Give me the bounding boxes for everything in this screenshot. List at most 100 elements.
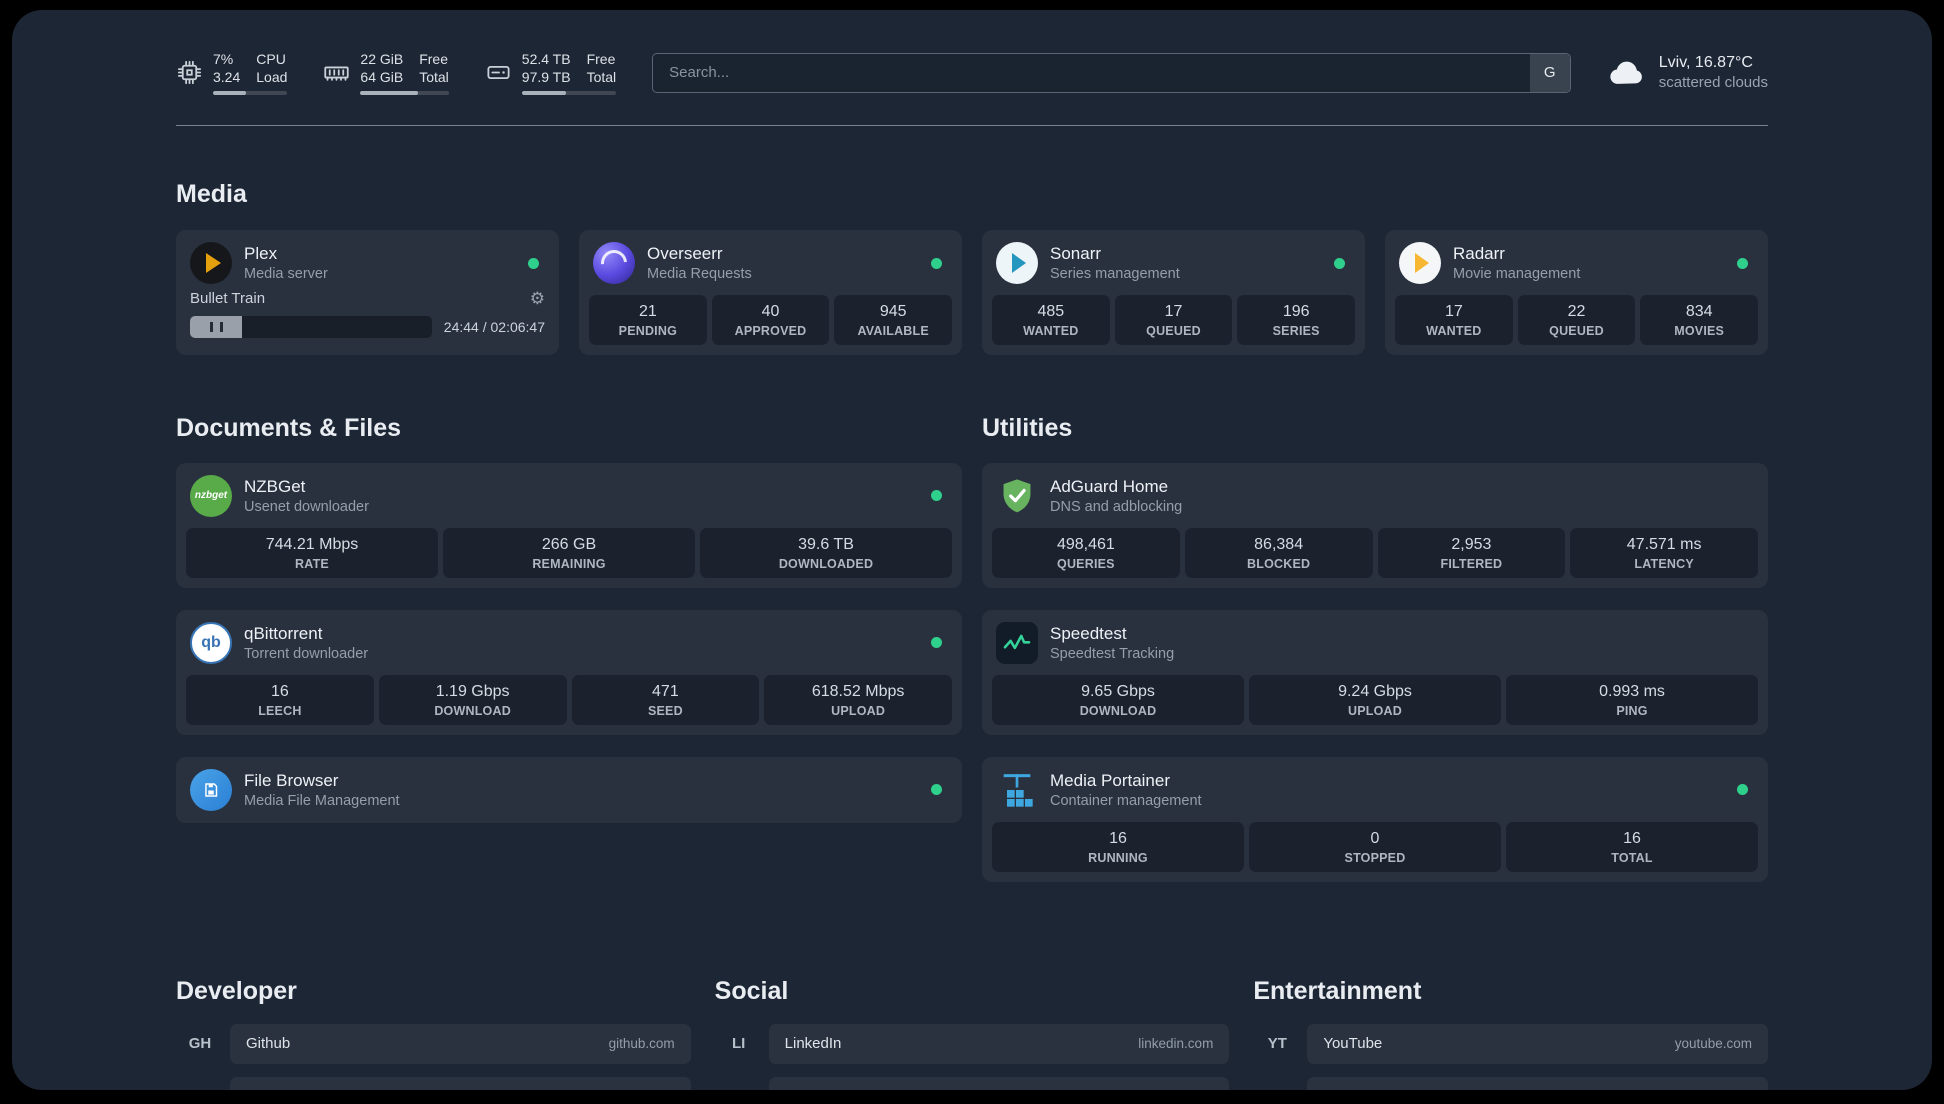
bookmark-abbr: NF bbox=[1253, 1088, 1301, 1090]
stat-value: 16 bbox=[1109, 829, 1127, 847]
gear-icon[interactable]: ⚙ bbox=[529, 289, 545, 309]
cloud-icon bbox=[1607, 53, 1647, 93]
stat-value: 17 bbox=[1444, 303, 1463, 321]
utilities-column: Utilities AdGuard Home DNS and adblockin… bbox=[982, 393, 1768, 904]
stat-rate: 744.21 Mbps RATE bbox=[186, 527, 438, 578]
sonarr-icon bbox=[996, 242, 1038, 285]
memory-total-label: Total bbox=[419, 69, 449, 86]
status-online-dot bbox=[528, 257, 539, 269]
search-provider-button[interactable]: G bbox=[1529, 53, 1570, 92]
section-title-documents: Documents & Files bbox=[176, 413, 402, 442]
service-card-adguard[interactable]: AdGuard Home DNS and adblocking 498,461 … bbox=[982, 462, 1768, 588]
qbittorrent-icon: qb bbox=[190, 621, 232, 664]
stat-value: 16 bbox=[270, 682, 289, 700]
cpu-load-label: Load bbox=[256, 69, 288, 86]
stat-label: MOVIES bbox=[1674, 324, 1725, 339]
stats-row: 498,461 QUERIES 86,384 BLOCKED 2,953 FIL… bbox=[992, 527, 1758, 578]
search-input[interactable] bbox=[652, 52, 1571, 93]
service-card-plex[interactable]: Plex Media server Bullet Train ⚙ 24:44 bbox=[176, 230, 559, 356]
service-card-speedtest[interactable]: Speedtest Speedtest Tracking 9.65 Gbps D… bbox=[982, 609, 1768, 735]
stat-value: 744.21 Mbps bbox=[265, 535, 359, 553]
stats-row: 16 LEECH 1.19 Gbps DOWNLOAD 471 SEED 618… bbox=[186, 674, 952, 725]
stat-value: 266 GB bbox=[541, 535, 597, 553]
stat-value: 945 bbox=[879, 303, 907, 321]
bookmark-abbr: GH bbox=[188, 1035, 212, 1053]
stat-queued: 22 QUEUED bbox=[1517, 295, 1636, 346]
bookmarks-social: Social LI LinkedIn linkedin.com TW Twitt… bbox=[715, 956, 1230, 1090]
stat-value: 0.993 ms bbox=[1599, 682, 1665, 700]
stat-label: UPLOAD bbox=[831, 703, 886, 718]
stat-blocked: 86,384 BLOCKED bbox=[1184, 527, 1373, 578]
service-subtitle: Media server bbox=[244, 266, 328, 283]
service-card-nzbget[interactable]: nzbget NZBGet Usenet downloader 744.21 M… bbox=[176, 462, 962, 588]
bookmark-name: StackOverflow bbox=[246, 1088, 343, 1090]
pause-button[interactable] bbox=[190, 316, 242, 339]
bookmarks-area: Developer GH Github github.com SO StackO… bbox=[176, 956, 1768, 1090]
bookmark-youtube[interactable]: YT YouTube youtube.com bbox=[1253, 1023, 1768, 1064]
status-online-dot bbox=[1737, 257, 1748, 269]
service-name: File Browser bbox=[244, 770, 339, 790]
stat-download: 1.19 Gbps DOWNLOAD bbox=[378, 674, 567, 725]
memory-usage-bar bbox=[360, 91, 449, 96]
bookmark-abbr: SO bbox=[176, 1088, 224, 1090]
playback-progress-bar[interactable] bbox=[190, 316, 432, 339]
service-subtitle: Movie management bbox=[1453, 266, 1581, 283]
stat-value: 9.65 Gbps bbox=[1081, 682, 1155, 700]
service-card-radarr[interactable]: Radarr Movie management 17 WANTED 22 QUE… bbox=[1385, 230, 1768, 356]
disk-total-value: 97.9 TB bbox=[521, 69, 571, 86]
search-bar: G bbox=[652, 52, 1571, 93]
stat-label: STOPPED bbox=[1344, 850, 1406, 865]
bookmark-stackoverflow[interactable]: SO StackOverflow stackoverflow.com bbox=[176, 1076, 691, 1090]
service-name: AdGuard Home bbox=[1050, 476, 1169, 496]
stat-value: 618.52 Mbps bbox=[811, 682, 905, 700]
adguard-icon bbox=[996, 475, 1038, 517]
stat-label: DOWNLOADED bbox=[778, 556, 874, 571]
bookmark-netflix[interactable]: NF Netflix netflix.com bbox=[1253, 1076, 1768, 1090]
status-online-dot bbox=[931, 784, 942, 796]
bookmark-name: Github bbox=[246, 1035, 291, 1053]
service-card-overseerr[interactable]: Overseerr Media Requests 21 PENDING 40 A… bbox=[579, 230, 962, 356]
resource-widgets: 7% 3.24 CPU Load bbox=[176, 50, 617, 96]
disk-free-value: 52.4 TB bbox=[521, 51, 571, 67]
service-name: qBittorrent bbox=[244, 623, 323, 643]
stat-label: QUERIES bbox=[1057, 556, 1115, 571]
stat-queued: 17 QUEUED bbox=[1114, 295, 1233, 346]
bookmark-github[interactable]: GH Github github.com bbox=[176, 1023, 691, 1064]
status-online-dot bbox=[1737, 784, 1748, 796]
cpu-usage-bar bbox=[213, 91, 288, 96]
stat-label: APPROVED bbox=[734, 324, 807, 339]
filebrowser-icon bbox=[190, 768, 232, 811]
service-name: Plex bbox=[244, 243, 278, 263]
weather-widget[interactable]: Lviv, 16.87°C scattered clouds bbox=[1607, 53, 1768, 93]
bookmarks-entertainment: Entertainment YT YouTube youtube.com NF … bbox=[1253, 956, 1768, 1090]
stats-row: 16 RUNNING 0 STOPPED 16 TOTAL bbox=[992, 821, 1758, 872]
disk-total-label: Total bbox=[586, 69, 617, 86]
stat-value: 39.6 TB bbox=[798, 535, 854, 553]
section-title-entertainment: Entertainment bbox=[1253, 976, 1422, 1005]
status-online-dot bbox=[1334, 257, 1345, 269]
stat-movies: 834 MOVIES bbox=[1640, 295, 1759, 346]
stat-seed: 471 SEED bbox=[571, 674, 760, 725]
bookmark-twitter[interactable]: TW Twitter twitter.com bbox=[715, 1076, 1230, 1090]
bookmark-abbr: YT bbox=[1267, 1035, 1287, 1053]
stat-label: SEED bbox=[647, 703, 683, 718]
stat-value: 22 bbox=[1567, 303, 1586, 321]
stat-label: AVAILABLE bbox=[857, 324, 929, 339]
service-card-sonarr[interactable]: Sonarr Series management 485 WANTED 17 Q… bbox=[982, 230, 1365, 356]
bookmark-linkedin[interactable]: LI LinkedIn linkedin.com bbox=[715, 1023, 1230, 1064]
stat-value: 0 bbox=[1370, 829, 1380, 847]
service-card-qbittorrent[interactable]: qb qBittorrent Torrent downloader 16 LEE… bbox=[176, 609, 962, 735]
stat-value: 40 bbox=[761, 303, 780, 321]
service-card-portainer[interactable]: Media Portainer Container management 16 … bbox=[982, 756, 1768, 882]
service-card-filebrowser[interactable]: File Browser Media File Management bbox=[176, 756, 962, 823]
stats-row: 17 WANTED 22 QUEUED 834 MOVIES bbox=[1395, 295, 1759, 346]
stat-filtered: 2,953 FILTERED bbox=[1377, 527, 1566, 578]
weather-location: Lviv, 16.87°C bbox=[1658, 53, 1753, 71]
status-online-dot bbox=[931, 637, 942, 649]
service-name: Sonarr bbox=[1050, 243, 1102, 263]
stat-queries: 498,461 QUERIES bbox=[992, 527, 1180, 578]
stat-value: 9.24 Gbps bbox=[1338, 682, 1412, 700]
service-subtitle: Usenet downloader bbox=[244, 499, 369, 516]
two-column-area: Documents & Files nzbget NZBGet Usenet d… bbox=[176, 393, 1768, 904]
cpu-widget: 7% 3.24 CPU Load bbox=[176, 50, 288, 96]
